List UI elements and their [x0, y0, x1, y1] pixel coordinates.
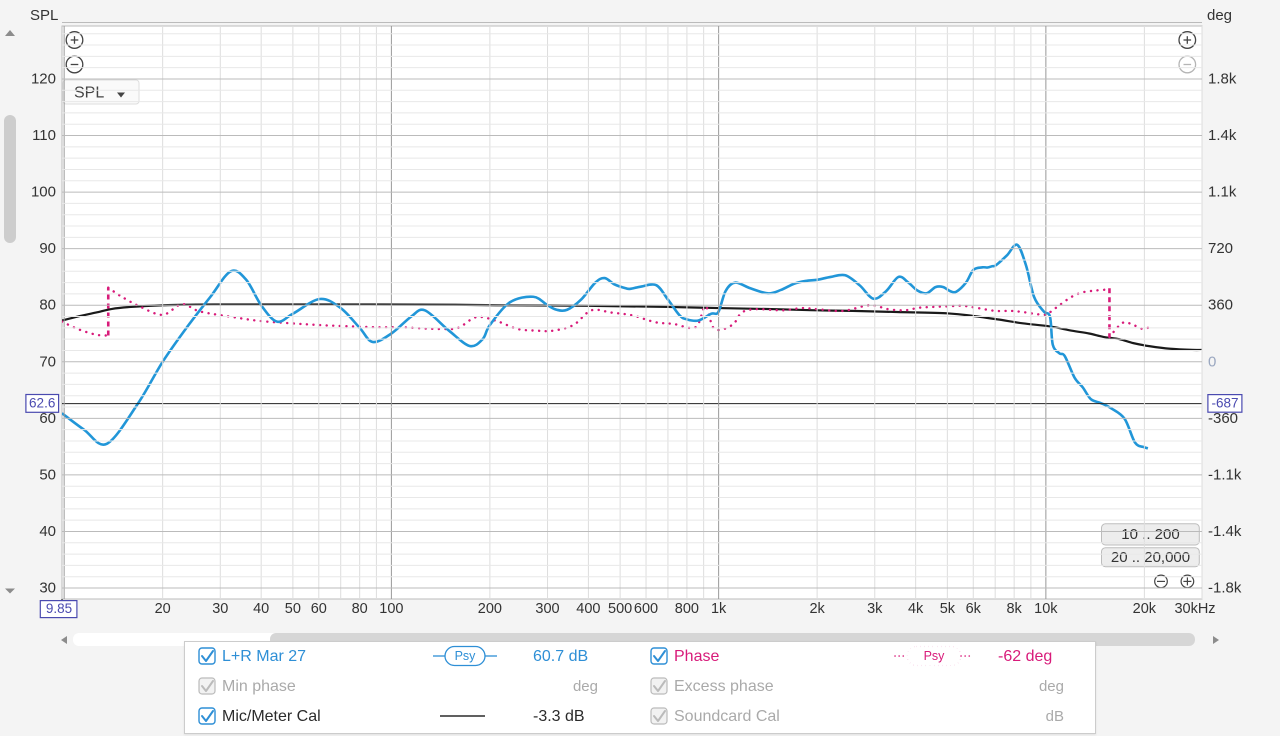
svg-text:10k: 10k	[1034, 601, 1058, 617]
svg-text:-1.4k: -1.4k	[1208, 523, 1242, 540]
svg-text:80: 80	[39, 297, 56, 314]
svg-text:10 .. 200: 10 .. 200	[1121, 526, 1179, 543]
svg-text:Psy: Psy	[455, 649, 477, 663]
svg-text:30: 30	[212, 601, 228, 617]
svg-text:100: 100	[31, 184, 56, 201]
svg-text:50: 50	[285, 601, 301, 617]
svg-text:100: 100	[379, 601, 403, 617]
svg-text:20 .. 20,000: 20 .. 20,000	[1111, 549, 1190, 566]
svg-text:1.8k: 1.8k	[1208, 71, 1237, 88]
svg-text:360: 360	[1208, 297, 1233, 314]
svg-text:400: 400	[576, 601, 600, 617]
svg-text:Min phase: Min phase	[222, 678, 296, 695]
svg-text:20: 20	[155, 601, 171, 617]
svg-text:Psy: Psy	[924, 649, 946, 663]
svg-text:30kHz: 30kHz	[1174, 601, 1215, 617]
svg-text:20k: 20k	[1133, 601, 1157, 617]
svg-text:1.1k: 1.1k	[1208, 184, 1237, 201]
svg-text:40: 40	[39, 523, 56, 540]
svg-text:8k: 8k	[1006, 601, 1022, 617]
svg-text:dB: dB	[1046, 708, 1064, 725]
svg-text:-62 deg: -62 deg	[998, 648, 1052, 665]
svg-text:1.4k: 1.4k	[1208, 127, 1237, 144]
svg-text:600: 600	[634, 601, 658, 617]
svg-text:SPL: SPL	[74, 85, 104, 102]
svg-text:-1.8k: -1.8k	[1208, 580, 1242, 597]
svg-text:80: 80	[352, 601, 368, 617]
svg-text:SPL: SPL	[30, 7, 58, 24]
svg-text:-1.1k: -1.1k	[1208, 466, 1242, 483]
svg-text:-3.3 dB: -3.3 dB	[533, 708, 585, 725]
svg-text:60: 60	[311, 601, 327, 617]
svg-text:Excess phase: Excess phase	[674, 678, 774, 695]
svg-text:62.6: 62.6	[29, 396, 55, 411]
svg-text:4k: 4k	[908, 601, 924, 617]
svg-text:50: 50	[39, 466, 56, 483]
svg-text:3k: 3k	[867, 601, 883, 617]
svg-text:30: 30	[39, 580, 56, 597]
svg-text:0: 0	[1208, 353, 1216, 370]
svg-text:deg: deg	[573, 678, 598, 695]
svg-text:5k: 5k	[940, 601, 956, 617]
svg-text:deg: deg	[1039, 678, 1064, 695]
svg-text:110: 110	[32, 127, 56, 144]
svg-text:120: 120	[31, 71, 56, 88]
svg-text:Mic/Meter Cal: Mic/Meter Cal	[222, 708, 321, 725]
svg-text:9.85: 9.85	[46, 601, 72, 616]
svg-text:L+R Mar 27: L+R Mar 27	[222, 648, 306, 665]
svg-text:6k: 6k	[966, 601, 982, 617]
svg-text:1k: 1k	[711, 601, 727, 617]
svg-text:300: 300	[535, 601, 559, 617]
svg-text:2k: 2k	[809, 601, 825, 617]
svg-text:70: 70	[39, 353, 56, 370]
svg-text:40: 40	[253, 601, 269, 617]
svg-text:800: 800	[675, 601, 699, 617]
svg-text:500: 500	[608, 601, 632, 617]
svg-text:90: 90	[39, 240, 56, 257]
svg-text:Phase: Phase	[674, 648, 719, 665]
svg-text:720: 720	[1208, 240, 1233, 257]
svg-text:-687: -687	[1211, 396, 1238, 411]
svg-text:200: 200	[478, 601, 502, 617]
svg-text:60.7 dB: 60.7 dB	[533, 648, 588, 665]
svg-text:Soundcard Cal: Soundcard Cal	[674, 708, 780, 725]
svg-text:deg: deg	[1207, 7, 1232, 24]
